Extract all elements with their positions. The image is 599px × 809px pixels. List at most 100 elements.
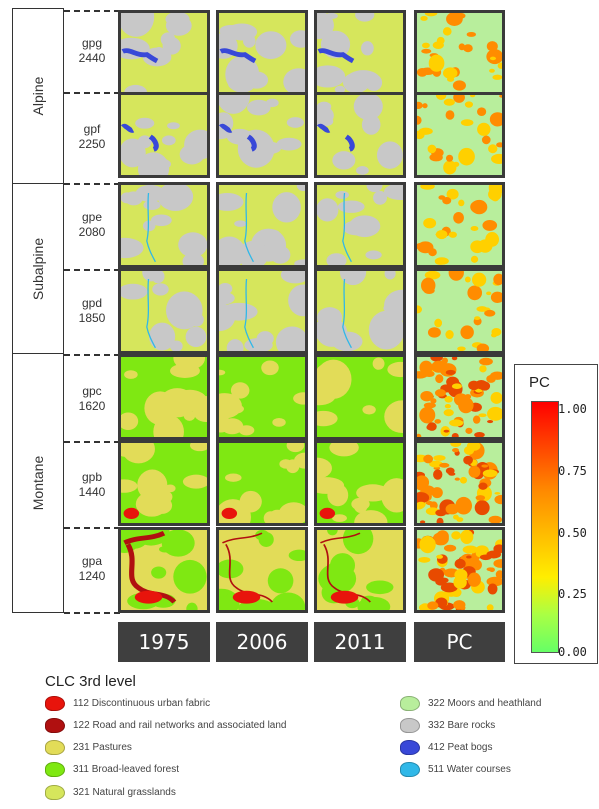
- plot-elevation: 2250: [78, 137, 106, 151]
- legend-item: 122 Road and rail networks and associate…: [45, 718, 286, 733]
- separator: [64, 441, 120, 443]
- pc-gradient-bar: [531, 401, 559, 653]
- legend-item-label: 122 Road and rail networks and associate…: [73, 720, 287, 732]
- landcover-map-tile: [314, 268, 406, 354]
- plot-elevation: 1620: [78, 399, 106, 413]
- plot-code: gpf: [83, 122, 101, 136]
- pc-map-tile: [414, 268, 505, 354]
- legend-item: 332 Bare rocks: [400, 718, 495, 733]
- legend-item: 112 Discontinuous urban fabric: [45, 696, 210, 711]
- pc-tick: 0.50: [558, 526, 587, 540]
- plot-elevation: 2440: [78, 51, 106, 65]
- legend-item-label: 321 Natural grasslands: [73, 787, 176, 799]
- legend-title: CLC 3rd level: [45, 673, 136, 690]
- legend-item-label: 511 Water courses: [428, 764, 511, 776]
- plot-elevation: 1240: [78, 569, 106, 583]
- legend-item-label: 112 Discontinuous urban fabric: [73, 698, 211, 710]
- legend-item: 322 Moors and heathland: [400, 696, 541, 711]
- pc-tick: 1.00: [558, 402, 587, 416]
- legend-swatch: [45, 740, 65, 755]
- legend-item: 231 Pastures: [45, 740, 132, 755]
- pc-color-scale: PC 1.00 0.75 0.50 0.25 0.00: [514, 364, 598, 664]
- plot-label-gpd: gpd 1850: [66, 296, 118, 326]
- plot-elevation: 1440: [78, 485, 106, 499]
- plot-code: gpb: [81, 470, 103, 484]
- separator: [64, 183, 120, 185]
- column-label-2006: 2006: [216, 622, 308, 662]
- landcover-map-tile: [314, 10, 406, 96]
- legend-swatch: [45, 785, 65, 800]
- plot-code: gpg: [81, 36, 103, 50]
- separator: [64, 269, 120, 271]
- pc-map-tile: [414, 527, 505, 613]
- landcover-map-tile: [216, 268, 308, 354]
- pc-tick: 0.00: [558, 645, 587, 659]
- zone-label-subalpine: Subalpine: [30, 237, 46, 300]
- legend-swatch: [400, 740, 420, 755]
- legend-item: 321 Natural grasslands: [45, 785, 176, 800]
- landcover-map-tile: [118, 354, 210, 440]
- legend-swatch: [45, 718, 65, 733]
- legend-item-label: 332 Bare rocks: [428, 720, 496, 732]
- landcover-map-tile: [314, 92, 406, 178]
- plot-label-gpc: gpc 1620: [66, 384, 118, 414]
- plot-code: gpe: [81, 210, 103, 224]
- plot-label-gpb: gpb 1440: [66, 470, 118, 500]
- zone-alpine: Alpine: [12, 8, 64, 184]
- zone-label-montane: Montane: [30, 455, 46, 511]
- pc-tick: 0.75: [558, 464, 587, 478]
- zone-label-alpine: Alpine: [30, 76, 46, 116]
- plot-label-gpa: gpa 1240: [66, 554, 118, 584]
- landcover-map-tile: [314, 440, 406, 526]
- separator: [64, 612, 120, 614]
- legend-swatch: [400, 762, 420, 777]
- plot-code: gpd: [81, 296, 103, 310]
- zone-subalpine: Subalpine: [12, 183, 64, 354]
- legend-item-label: 231 Pastures: [73, 742, 132, 754]
- legend-swatch: [400, 718, 420, 733]
- landcover-map-tile: [216, 92, 308, 178]
- separator: [64, 92, 120, 94]
- landcover-map-tile: [118, 10, 210, 96]
- landcover-map-tile: [216, 354, 308, 440]
- plot-code: gpc: [82, 384, 102, 398]
- landcover-map-tile: [216, 182, 308, 268]
- plot-label-gpf: gpf 2250: [66, 122, 118, 152]
- landcover-map-tile: [118, 92, 210, 178]
- separator: [64, 527, 120, 529]
- pc-map-tile: [414, 440, 505, 526]
- pc-tick: 0.25: [558, 587, 587, 601]
- legend-item-label: 322 Moors and heathland: [428, 698, 542, 710]
- landcover-map-tile: [118, 440, 210, 526]
- landcover-map-tile: [118, 527, 210, 613]
- landcover-map-tile: [314, 354, 406, 440]
- legend-item: 311 Broad-leaved forest: [45, 762, 179, 777]
- column-label-pc: PC: [414, 622, 505, 662]
- legend-swatch: [45, 696, 65, 711]
- plot-code: gpa: [81, 554, 103, 568]
- pc-map-tile: [414, 182, 505, 268]
- legend-swatch: [45, 762, 65, 777]
- legend-swatch: [400, 696, 420, 711]
- legend-item: 412 Peat bogs: [400, 740, 493, 755]
- separator: [64, 354, 120, 356]
- plot-label-gpg: gpg 2440: [66, 36, 118, 66]
- landcover-map-tile: [118, 182, 210, 268]
- landcover-map-tile: [216, 527, 308, 613]
- plot-label-gpe: gpe 2080: [66, 210, 118, 240]
- landcover-map-tile: [216, 440, 308, 526]
- pc-map-tile: [414, 354, 505, 440]
- pc-map-tile: [414, 92, 505, 178]
- landcover-map-tile: [314, 182, 406, 268]
- column-label-1975: 1975: [118, 622, 210, 662]
- pc-scale-title: PC: [529, 374, 550, 391]
- landcover-map-tile: [216, 10, 308, 96]
- legend-item-label: 311 Broad-leaved forest: [73, 764, 179, 776]
- landcover-map-tile: [314, 527, 406, 613]
- plot-elevation: 2080: [78, 225, 106, 239]
- legend-item-label: 412 Peat bogs: [428, 742, 493, 754]
- pc-map-tile: [414, 10, 505, 96]
- separator: [64, 10, 120, 12]
- plot-elevation: 1850: [78, 311, 106, 325]
- landcover-map-tile: [118, 268, 210, 354]
